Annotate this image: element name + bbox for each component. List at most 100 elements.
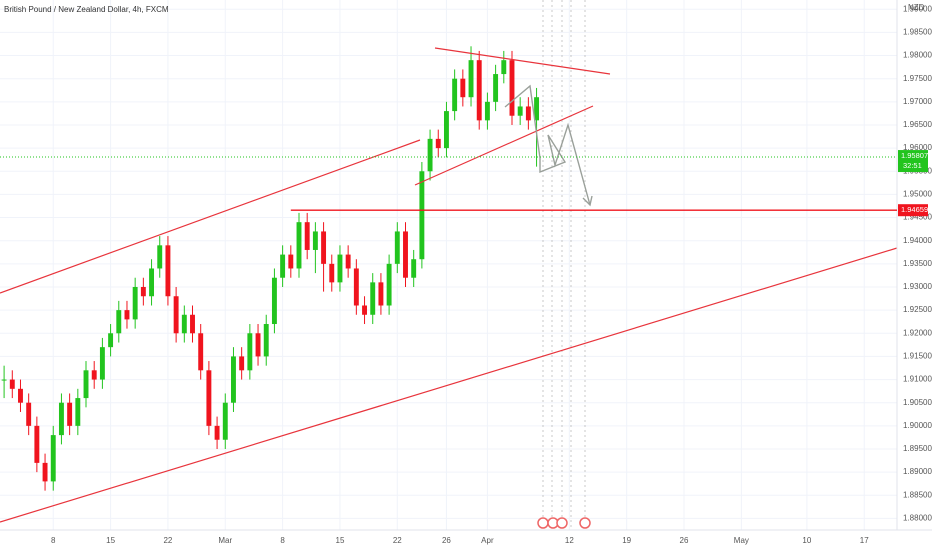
- candle-body: [83, 370, 89, 399]
- chart-title: British Pound / New Zealand Dollar, 4h, …: [4, 5, 169, 14]
- candle-body: [304, 222, 310, 250]
- x-tick-label: 8: [51, 536, 56, 545]
- candle-body: [362, 305, 367, 315]
- candle-body: [239, 356, 245, 371]
- candle-body: [181, 314, 187, 334]
- candle-body: [296, 222, 302, 269]
- y-tick-label: 1.88500: [903, 490, 932, 499]
- candle-body: [108, 333, 114, 348]
- candle-body: [337, 254, 343, 283]
- level-label: 1.94659: [901, 205, 928, 214]
- level-tag: [898, 204, 928, 217]
- candle-body: [468, 60, 474, 98]
- y-tick-label: 1.90000: [903, 421, 932, 430]
- y-tick-label: 1.94500: [903, 213, 932, 222]
- candle-body: [378, 282, 384, 306]
- candle-body: [427, 138, 433, 172]
- candle-body: [214, 425, 220, 440]
- candle-body: [18, 388, 23, 403]
- y-tick-label: 1.91000: [903, 375, 932, 384]
- candle-body: [222, 402, 228, 440]
- y-tick-label: 1.89500: [903, 444, 932, 453]
- candle-body: [132, 286, 138, 320]
- candle-body: [50, 435, 56, 482]
- candle-body: [312, 231, 318, 250]
- y-tick-label: 1.88000: [903, 514, 932, 523]
- candle-body: [173, 296, 179, 334]
- event-icons: [537, 517, 591, 529]
- y-tick-label: 1.90500: [903, 398, 932, 407]
- candle-body: [443, 111, 449, 149]
- candle-body: [403, 231, 408, 278]
- y-tick-label: 1.98000: [903, 51, 932, 60]
- candle-body: [534, 97, 540, 121]
- countdown: 32:51: [903, 161, 922, 170]
- candle-body: [394, 231, 400, 264]
- candle-body: [280, 254, 286, 278]
- candle-body: [263, 324, 269, 357]
- candle-body: [501, 60, 507, 75]
- candle-body: [190, 314, 195, 334]
- candle-body: [255, 333, 261, 357]
- x-tick-label: 19: [622, 536, 631, 545]
- candle-body: [116, 310, 122, 334]
- axis-unit: NZD: [908, 3, 925, 12]
- candle-body: [484, 101, 490, 121]
- candle-body: [288, 254, 294, 269]
- x-tick-label: 26: [442, 536, 451, 545]
- candle-body: [34, 425, 40, 463]
- candle-body: [140, 286, 146, 297]
- candle-body: [42, 462, 48, 482]
- y-tick-label: 1.98500: [903, 28, 932, 37]
- candle-body: [435, 138, 441, 149]
- candle-body: [157, 245, 163, 269]
- candle-body: [149, 268, 155, 297]
- y-tick-label: 1.91500: [903, 352, 932, 361]
- x-tick-label: 17: [860, 536, 869, 545]
- candle-body: [271, 277, 277, 325]
- x-tick-label: 15: [106, 536, 115, 545]
- candle-body: [58, 402, 64, 436]
- y-tick-label: 1.93000: [903, 282, 932, 291]
- x-tick-label: May: [734, 536, 749, 545]
- x-tick-label: 22: [393, 536, 402, 545]
- candle-body: [419, 171, 425, 260]
- candle-body: [67, 402, 73, 426]
- y-tick-label: 1.96500: [903, 120, 932, 129]
- candle-body: [1, 379, 7, 381]
- y-tick-label: 1.97500: [903, 74, 932, 83]
- candle-body: [476, 60, 482, 121]
- candle-body: [460, 78, 466, 98]
- x-tick-label: 12: [565, 536, 574, 545]
- candle-body: [353, 268, 359, 306]
- candle-body: [91, 370, 97, 380]
- y-tick-label: 1.94000: [903, 236, 932, 245]
- candle-body: [231, 356, 236, 403]
- candle-body: [206, 370, 212, 426]
- last-price-label: 1.95807: [901, 151, 928, 160]
- y-tick-label: 1.99000: [903, 4, 932, 13]
- candle-body: [9, 379, 15, 389]
- candle-body: [509, 60, 515, 116]
- candle-body: [329, 263, 335, 283]
- candle-body: [345, 254, 351, 269]
- projection: [504, 84, 593, 207]
- y-tick-label: 1.92500: [903, 305, 932, 314]
- candle-body: [452, 78, 458, 112]
- x-tick-label: Mar: [218, 536, 232, 545]
- x-tick-label: 8: [280, 536, 285, 545]
- x-tick-label: 10: [802, 536, 811, 545]
- y-tick-label: 1.96000: [903, 143, 932, 152]
- x-tick-label: 26: [680, 536, 689, 545]
- candle-body: [198, 333, 204, 371]
- candle-body: [386, 263, 392, 306]
- candle-body: [124, 310, 130, 320]
- candle-body: [411, 259, 417, 278]
- y-tick-label: 1.89000: [903, 467, 932, 476]
- x-tick-label: 15: [336, 536, 345, 545]
- y-tick-label: 1.97000: [903, 97, 932, 106]
- candle-body: [75, 398, 81, 426]
- y-tick-label: 1.95000: [903, 190, 932, 199]
